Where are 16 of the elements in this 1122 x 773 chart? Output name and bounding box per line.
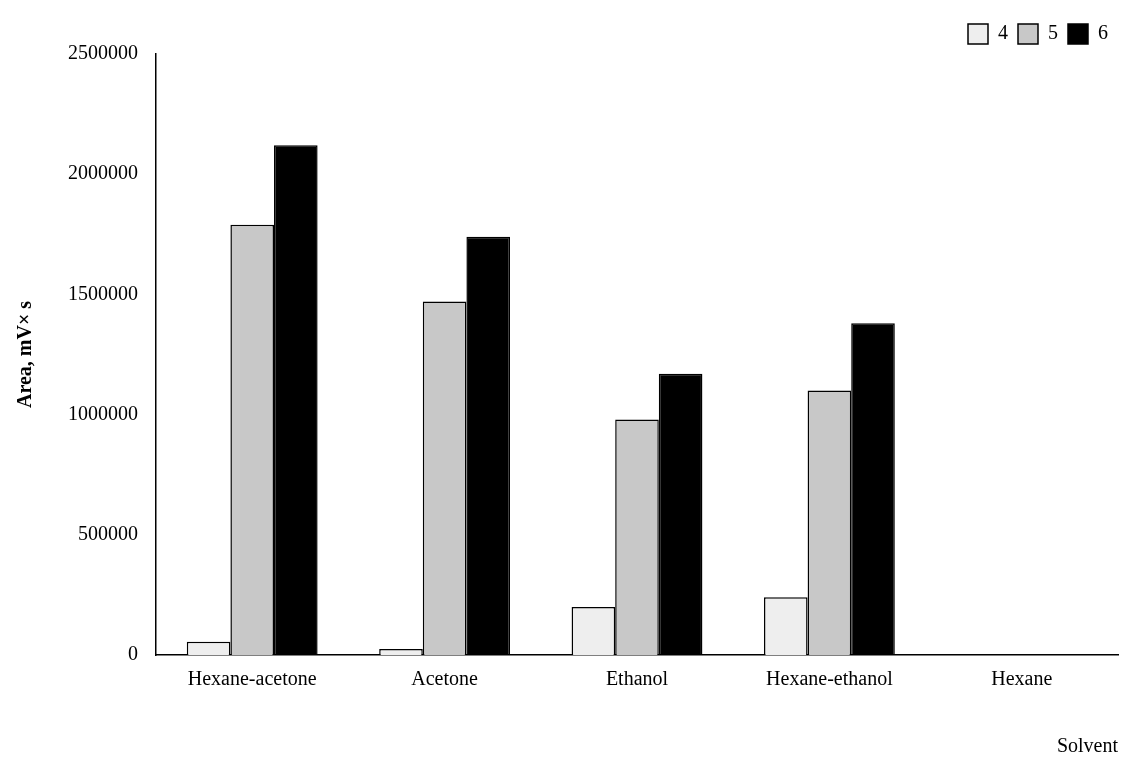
y-tick-label: 1000000 — [68, 401, 138, 424]
y-tick-label: 500000 — [78, 522, 138, 545]
x-tick-label: Hexane-ethanol — [766, 667, 894, 690]
legend-label: 6 — [1098, 21, 1108, 44]
x-tick-label: Ethanol — [605, 667, 669, 690]
x-tick-label: Hexane-acetone — [187, 667, 317, 690]
y-tick-label: 1500000 — [68, 281, 138, 304]
x-tick-label: Acetone — [411, 667, 479, 690]
y-tick-label: 0 — [128, 642, 138, 665]
y-tick-label: 2500000 — [68, 41, 138, 64]
x-axis-title: Solvent — [1056, 734, 1119, 757]
legend-label: 5 — [1048, 21, 1058, 44]
x-tick-label: Hexane — [991, 667, 1053, 690]
legend-label: 4 — [998, 21, 1008, 44]
y-tick-label: 2000000 — [68, 161, 138, 184]
y-axis-title: Area, mV× s — [13, 300, 36, 409]
